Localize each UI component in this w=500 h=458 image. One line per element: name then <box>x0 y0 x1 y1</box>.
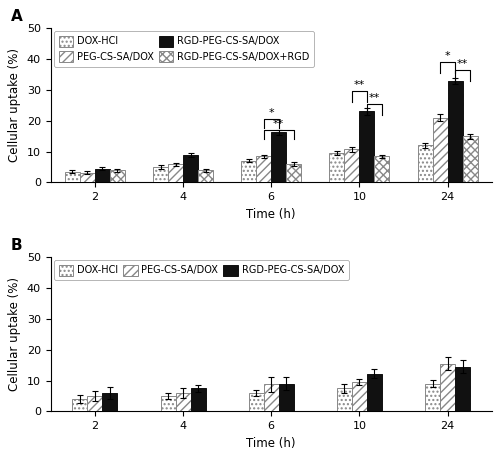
Bar <box>110 170 125 182</box>
Bar <box>418 145 432 182</box>
Bar <box>432 118 448 182</box>
Bar <box>374 156 390 182</box>
Bar <box>160 396 176 411</box>
Bar <box>264 384 278 411</box>
Bar <box>425 384 440 411</box>
Text: A: A <box>11 9 23 23</box>
Bar <box>241 161 256 182</box>
Bar <box>72 399 88 411</box>
Bar <box>352 382 367 411</box>
Bar <box>440 364 455 411</box>
Y-axis label: Cellular uptake (%): Cellular uptake (%) <box>8 277 22 391</box>
Bar <box>102 393 118 411</box>
Bar <box>278 384 293 411</box>
Text: **: ** <box>457 59 468 69</box>
Bar <box>330 153 344 182</box>
Text: *: * <box>268 108 274 118</box>
Bar <box>448 81 462 182</box>
Bar <box>286 164 301 182</box>
Bar <box>198 170 213 182</box>
Text: **: ** <box>273 119 284 129</box>
Bar <box>183 155 198 182</box>
Bar <box>344 149 360 182</box>
Bar <box>256 156 271 182</box>
Bar <box>455 367 470 411</box>
Bar <box>248 393 264 411</box>
Text: **: ** <box>354 81 365 91</box>
Bar <box>190 388 206 411</box>
Bar <box>462 136 477 182</box>
Bar <box>88 396 102 411</box>
Bar <box>153 167 168 182</box>
Bar <box>95 169 110 182</box>
Text: **: ** <box>369 93 380 103</box>
Text: B: B <box>11 238 22 252</box>
X-axis label: Time (h): Time (h) <box>246 207 296 221</box>
Legend: DOX-HCl, PEG-CS-SA/DOX, RGD-PEG-CS-SA/DOX, RGD-PEG-CS-SA/DOX+RGD: DOX-HCl, PEG-CS-SA/DOX, RGD-PEG-CS-SA/DO… <box>54 31 314 67</box>
Bar <box>271 132 286 182</box>
Bar <box>65 172 80 182</box>
Bar <box>337 388 352 411</box>
X-axis label: Time (h): Time (h) <box>246 436 296 450</box>
Bar <box>360 111 374 182</box>
Y-axis label: Cellular uptake (%): Cellular uptake (%) <box>8 48 22 162</box>
Legend: DOX-HCl, PEG-CS-SA/DOX, RGD-PEG-CS-SA/DOX: DOX-HCl, PEG-CS-SA/DOX, RGD-PEG-CS-SA/DO… <box>54 260 349 280</box>
Bar <box>168 164 183 182</box>
Bar <box>176 393 190 411</box>
Bar <box>367 374 382 411</box>
Bar <box>80 173 95 182</box>
Text: *: * <box>445 51 450 61</box>
